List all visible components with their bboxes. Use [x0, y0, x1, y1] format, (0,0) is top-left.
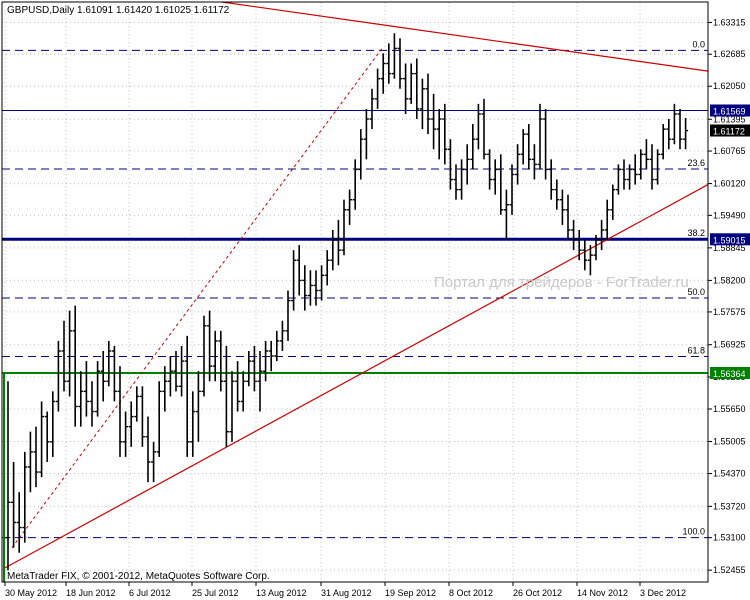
- y-tick-label: 1.55650: [713, 404, 746, 414]
- fib-label: 38.2: [687, 228, 705, 238]
- y-tick-label: 1.63315: [713, 17, 746, 27]
- y-tick-label: 1.58200: [713, 275, 746, 285]
- price-tag-label: 1.61569: [713, 106, 746, 116]
- y-tick-label: 1.55005: [713, 437, 746, 447]
- fib-label: 23.6: [687, 158, 705, 168]
- x-tick-label: 6 Jul 2012: [129, 588, 171, 598]
- fib-baseline[interactable]: [11, 48, 383, 549]
- price-tag-support: [710, 366, 750, 379]
- x-tick-label: 30 May 2012: [5, 588, 57, 598]
- x-tick-label: 25 Jul 2012: [192, 588, 239, 598]
- y-tick-label: 1.54370: [713, 469, 746, 479]
- x-tick-label: 19 Sep 2012: [385, 588, 436, 598]
- fibonacci-labels: 0.0 23.6 38.2 50.0 61.8 100.0: [682, 39, 705, 536]
- watermark-text: Портал для трейдеров - ForTrader.ru: [434, 274, 689, 291]
- y-tick-label: 1.62685: [713, 49, 746, 59]
- y-tick-label: 1.59490: [713, 210, 746, 220]
- x-tick-label: 18 Jun 2012: [66, 588, 116, 598]
- copyright-text: MetaTrader FIX, © 2001-2012, MetaQuotes …: [7, 571, 270, 582]
- descending-trendline[interactable]: [221, 1, 709, 72]
- y-tick-label: 1.57575: [713, 307, 746, 317]
- y-tick-label: 1.60765: [713, 146, 746, 156]
- fib-label: 50.0: [687, 287, 705, 297]
- y-tick-label: 1.53100: [713, 533, 746, 543]
- y-tick-label: 1.53720: [713, 501, 746, 511]
- y-tick-label: 1.61395: [713, 114, 746, 124]
- price-tag-label: 1.61172: [713, 127, 745, 137]
- x-tick-label: 14 Nov 2012: [577, 588, 628, 598]
- x-tick-label: 26 Oct 2012: [513, 588, 562, 598]
- price-tag-fib-38.2: [710, 233, 750, 246]
- symbol-header: GBPUSD,Daily 1.61091 1.61420 1.61025 1.6…: [7, 5, 230, 16]
- horizontal-levels: [2, 49, 708, 582]
- x-tick-label: 13 Aug 2012: [256, 588, 307, 598]
- price-axis: 1.63315 1.62685 1.62050 1.61395 1.60765 1.601…: [708, 17, 750, 575]
- price-tag-label: 1.59015: [713, 235, 746, 245]
- fib-label: 61.8: [687, 346, 705, 356]
- fib-label: 0.0: [692, 39, 705, 49]
- x-tick-label: 8 Oct 2012: [449, 588, 493, 598]
- price-tag-current: [710, 124, 750, 137]
- y-tick-label: 1.58845: [713, 243, 746, 253]
- x-tick-label: 3 Dec 2012: [640, 588, 686, 598]
- price-tag-resistance: [710, 104, 750, 117]
- plot-frame: [1, 1, 709, 583]
- y-tick-label: 1.62050: [713, 81, 746, 91]
- time-axis: 30 May 2012 18 Jun 2012 6 Jul 2012 25 Jul 2…: [4, 582, 686, 598]
- ohlc-bars: [5, 33, 689, 571]
- price-tag-label: 1.56364: [713, 369, 746, 379]
- y-tick-label: 1.60120: [713, 179, 746, 189]
- x-tick-label: 31 Aug 2012: [321, 588, 372, 598]
- y-tick-label: 1.52455: [713, 565, 746, 575]
- fib-label: 100.0: [682, 527, 705, 537]
- y-tick-label: 1.56925: [713, 340, 746, 350]
